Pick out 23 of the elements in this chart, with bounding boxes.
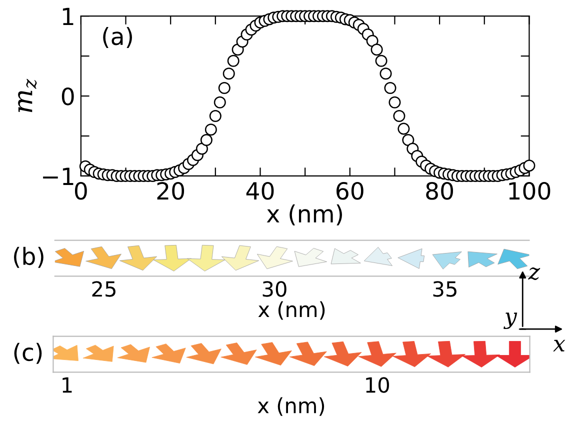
text: 35 [433, 281, 456, 297]
text: x (nm) [258, 397, 324, 416]
y-axis-title: m$_{z}$ [18, 78, 37, 112]
text: y [504, 312, 518, 330]
text: z [528, 267, 540, 280]
text: 10 [366, 377, 389, 393]
x-tick-label: 0 [74, 182, 87, 200]
x-tick-label: 40 [246, 182, 274, 200]
y-tick-label: −1 [43, 168, 74, 185]
chart-title: (a) [103, 26, 132, 48]
x-tick-label: 100 [509, 182, 550, 200]
y-tick-label: 1 [62, 8, 74, 26]
x-axis-title: x (nm) [266, 204, 342, 226]
x-tick-label: 60 [336, 182, 364, 200]
text: 25 [92, 281, 116, 297]
x-tick-label: 80 [426, 182, 454, 200]
text: 30 [262, 281, 286, 297]
x-tick-label: 20 [157, 182, 184, 200]
y-tick-label: 0 [62, 87, 74, 106]
text: (b) [14, 246, 44, 268]
text: x (nm) [258, 301, 325, 320]
text: (c) [14, 342, 42, 364]
text: x [553, 340, 566, 352]
